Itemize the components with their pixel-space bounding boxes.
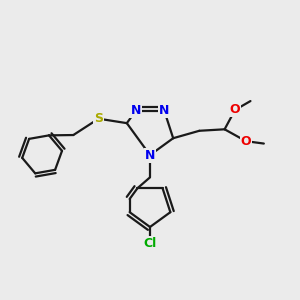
Text: N: N (159, 104, 169, 118)
Text: S: S (94, 112, 103, 125)
Text: N: N (130, 104, 141, 118)
Text: O: O (230, 103, 240, 116)
Text: O: O (241, 135, 251, 148)
Text: N: N (145, 148, 155, 162)
Text: Cl: Cl (143, 237, 157, 250)
